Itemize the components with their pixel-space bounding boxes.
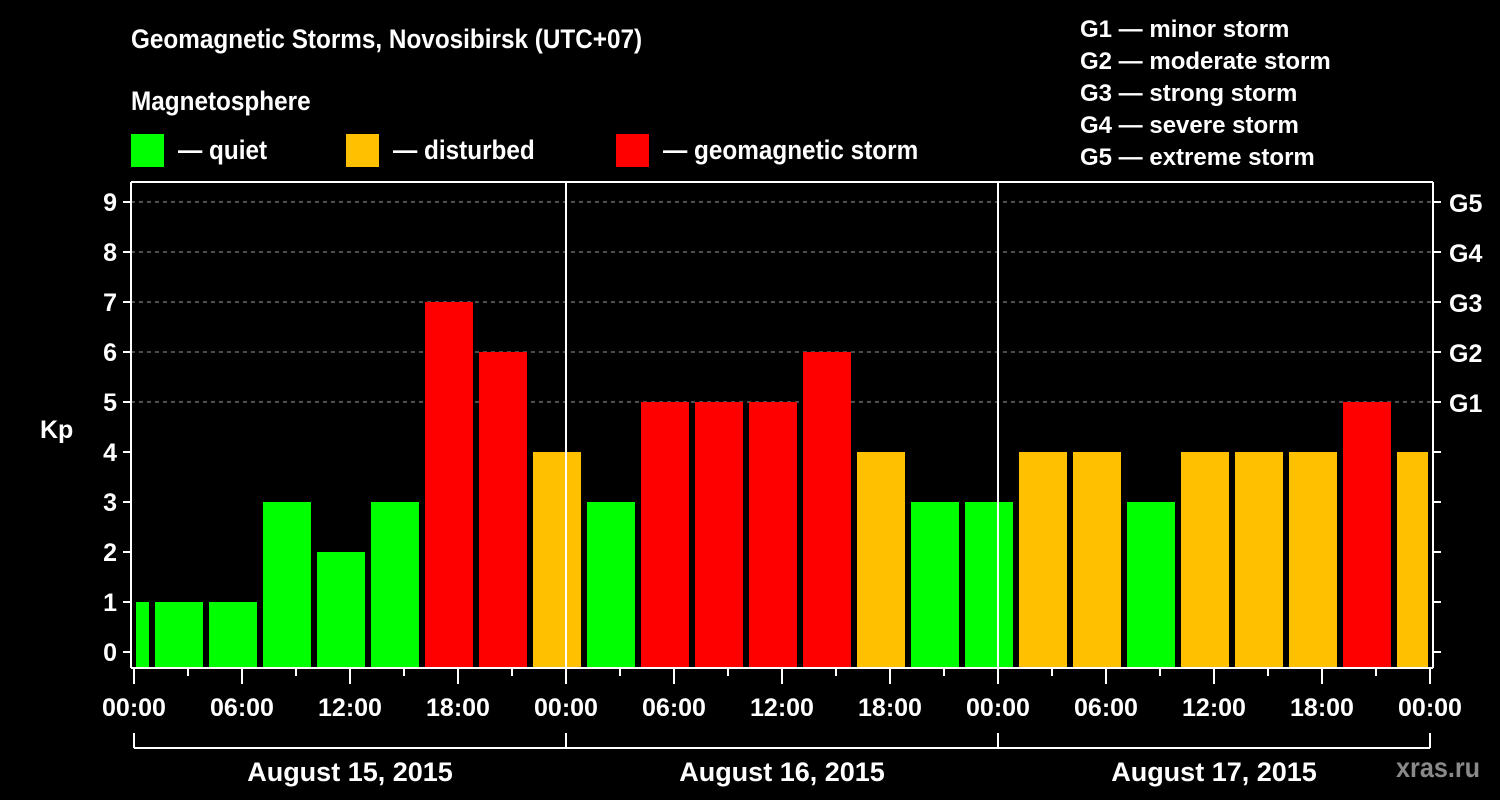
kp-bar [1289,452,1337,667]
kp-bar [965,502,1013,667]
legend-label-storm: — geomagnetic storm [663,135,919,165]
kp-bar [1181,452,1229,667]
x-tick-label: 00:00 [102,694,166,722]
kp-bar [1019,452,1067,667]
x-tick-label: 06:00 [642,694,706,722]
kp-bar [857,452,905,667]
legend-label-quiet: — quiet [178,135,268,165]
y-axis-label: Kp [40,416,73,444]
kp-bar [263,502,311,667]
storm-scale-g4: G4 — severe storm [1080,112,1299,139]
g-scale-label: G5 [1449,190,1482,218]
legend-storm: — geomagnetic storm [616,134,947,167]
y-tick-label: 1 [103,589,117,617]
storm-scale-g3: G3 — strong storm [1080,80,1298,107]
g-scale-label: G3 [1449,290,1482,318]
kp-bar [1235,452,1283,667]
chart-subtitle: Magnetosphere [131,86,311,116]
x-tick-label: 06:00 [1074,694,1138,722]
legend-swatch-storm [616,134,649,167]
storm-scale-g5: G5 — extreme storm [1080,144,1315,171]
kp-bar [749,402,797,667]
storm-scale-g2: G2 — moderate storm [1080,48,1331,75]
day-label: August 15, 2015 [247,757,453,787]
x-tick-label: 12:00 [750,694,814,722]
day-label: August 16, 2015 [679,757,885,787]
legend-quiet: — quiet [131,134,277,167]
x-tick-label: 12:00 [318,694,382,722]
x-tick-label: 06:00 [210,694,274,722]
kp-bar [803,352,851,667]
kp-bar [317,552,365,667]
x-tick-label: 18:00 [858,694,922,722]
y-tick-label: 0 [103,639,117,667]
x-tick-label: 00:00 [534,694,598,722]
legend-swatch-quiet [131,134,164,167]
kp-bar [587,502,635,667]
g-scale-label: G2 [1449,340,1482,368]
g-scale-label: G4 [1449,240,1482,268]
y-tick-label: 9 [103,189,117,217]
kp-bar [641,402,689,667]
legend-label-disturbed: — disturbed [393,135,535,165]
y-tick-label: 5 [103,389,117,417]
chart-title: Geomagnetic Storms, Novosibirsk (UTC+07) [131,24,643,54]
storm-scale-g1: G1 — minor storm [1080,16,1290,43]
x-tick-label: 18:00 [1290,694,1354,722]
kp-bar [371,502,419,667]
legend-swatch-disturbed [346,134,379,167]
x-tick-label: 18:00 [426,694,490,722]
kp-bar [695,402,743,667]
kp-bar [1397,452,1428,667]
y-tick-label: 3 [103,489,117,517]
kp-bar [479,352,527,667]
kp-bar [1073,452,1121,667]
y-tick-label: 8 [103,239,117,267]
kp-bar [533,452,581,667]
day-label: August 17, 2015 [1111,757,1317,787]
kp-bar [155,602,203,667]
y-tick-label: 6 [103,339,117,367]
x-tick-label: 12:00 [1182,694,1246,722]
kp-bar [1343,402,1391,667]
kp-bar [425,302,473,667]
kp-bar [209,602,257,667]
y-tick-label: 7 [103,289,117,317]
legend-disturbed: — disturbed [346,134,551,167]
kp-bar [1127,502,1175,667]
kp-bar [136,602,149,667]
storm-scale-legend: G1 — minor storm G2 — moderate storm G3 … [1080,14,1331,174]
y-tick-label: 4 [103,439,117,467]
g-scale-label: G1 [1449,390,1482,418]
watermark: xras.ru [1396,752,1481,783]
x-tick-label: 00:00 [966,694,1030,722]
kp-bar [911,502,959,667]
y-tick-label: 2 [103,539,117,567]
x-tick-label: 00:00 [1398,694,1462,722]
